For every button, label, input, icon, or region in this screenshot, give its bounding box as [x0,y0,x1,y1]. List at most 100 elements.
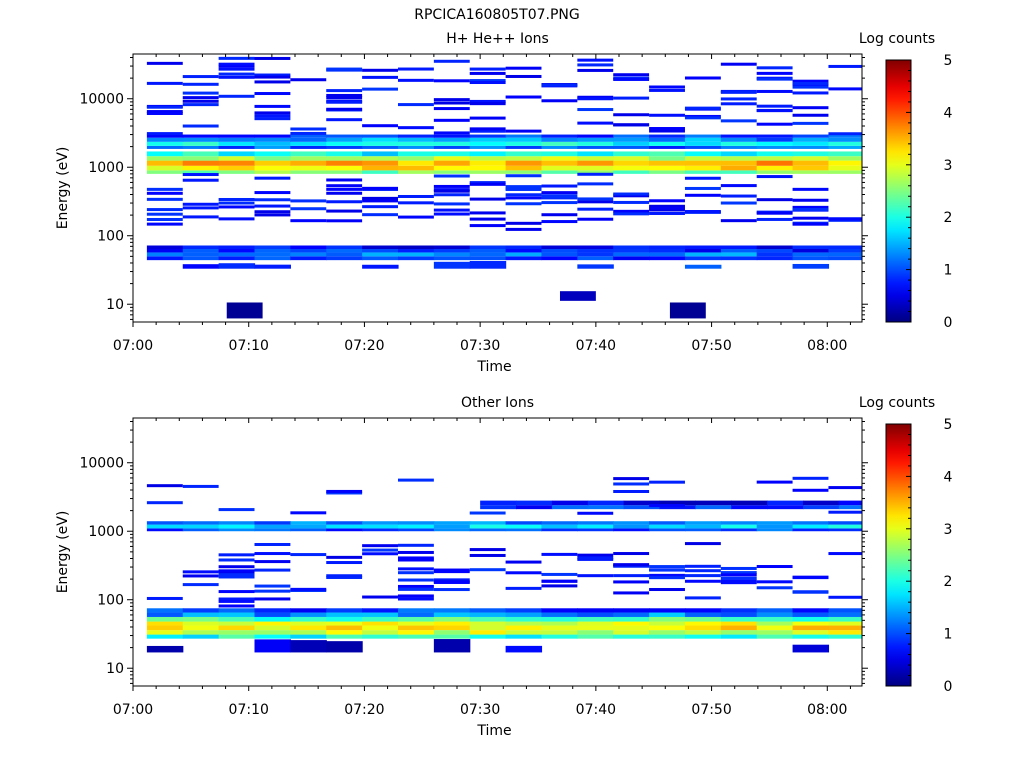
heatmap-cell [828,165,862,171]
colorbar-tick-label: 4 [944,105,953,121]
heatmap-line [433,208,470,212]
heatmap-cell [469,616,507,622]
heatmap-cell [326,151,363,157]
heatmap-cell [684,524,722,529]
heatmap-cell [828,245,862,249]
heatmap-cell [362,165,399,171]
heatmap-cell [649,170,686,174]
heatmap-line [397,201,434,205]
heatmap-line [218,197,255,201]
heatmap-cell [326,621,363,626]
heatmap-cell [290,634,327,639]
heatmap-cell [577,616,614,622]
heatmap-line [613,580,650,584]
colorbar-tick-label: 1 [944,627,953,643]
heatmap-cell [218,160,256,166]
heatmap-line [613,552,650,556]
heatmap-line [182,82,219,86]
heatmap-cell [254,524,291,529]
heatmap-cell [433,521,471,525]
heatmap-cell [433,137,471,142]
heatmap-cell [146,521,184,525]
heatmap-cell [505,245,543,249]
heatmap-cell [613,521,650,525]
heatmap-line [505,187,542,191]
heatmap-cell [254,616,291,622]
heatmap-line [433,107,470,111]
heatmap-cell [720,165,758,171]
heatmap-line [326,200,363,204]
heatmap-cell [720,608,758,613]
heatmap-cell [290,137,327,142]
heatmap-line [290,78,327,82]
heatmap-cell [146,612,184,617]
heatmap-cell [828,151,862,157]
heatmap-cell [362,151,399,157]
heatmap-line [218,75,255,79]
heatmap-line [362,199,398,203]
heatmap-cell [720,248,758,253]
heatmap-line [613,482,650,486]
heatmap-line [433,570,470,574]
heatmap-cell [326,616,363,622]
heatmap-line [362,186,398,190]
heatmap-cell [146,156,184,161]
heatmap-line [433,212,470,216]
heatmap-line [469,568,506,572]
heatmap-line [397,567,434,571]
heatmap-line [613,123,650,127]
heatmap-cell [577,621,614,626]
heatmap-cell [613,145,650,149]
heatmap-cell [792,248,830,253]
heatmap-cell [433,261,471,269]
heatmap-line [756,108,793,112]
heatmap-cell [326,137,363,142]
heatmap-line [541,579,578,583]
heatmap-line [505,74,542,78]
heatmap-cell [469,621,507,626]
heatmap-line [792,488,829,492]
heatmap-cell [254,170,291,174]
heatmap-cell [505,248,543,253]
heatmap-cell [326,608,363,613]
heatmap-line [218,558,255,562]
heatmap-cell [182,608,220,613]
heatmap-cell [433,248,471,253]
heatmap-cell [290,528,327,532]
heatmap-cell [218,248,256,253]
heatmap-cell [505,612,543,617]
heatmap-line [792,85,829,89]
heatmap-cell [649,156,686,161]
heatmap-line [649,211,685,215]
heatmap-cell [182,524,220,529]
heatmap-cell [290,640,327,653]
heatmap-line [182,215,219,219]
heatmap-cell [362,145,399,149]
heatmap-line [146,187,183,191]
heatmap-cell [828,625,862,631]
heatmap-cell [254,639,291,653]
heatmap-cell [505,160,543,166]
heatmap-cell [290,160,327,166]
heatmap-cell [146,248,184,253]
heatmap-cell [828,137,862,142]
heatmap-line [362,548,398,552]
heatmap-cell [756,630,794,635]
heatmap-cell [505,156,543,161]
heatmap-line [254,568,291,572]
heatmap-cell [218,134,256,138]
heatmap-cell [397,248,435,253]
heatmap-line [218,94,255,98]
heatmap-line [541,99,578,103]
heatmap-line [684,176,721,180]
heatmap-line [756,580,793,584]
heatmap-cell [792,134,830,138]
heatmap-line [469,67,506,71]
heatmap-cell [720,170,758,174]
heatmap-line [326,67,363,71]
heatmap-line [218,565,255,569]
heatmap-cell [290,256,327,261]
heatmap-line [792,205,829,209]
heatmap-line [218,72,255,76]
heatmap-cell [659,500,696,506]
